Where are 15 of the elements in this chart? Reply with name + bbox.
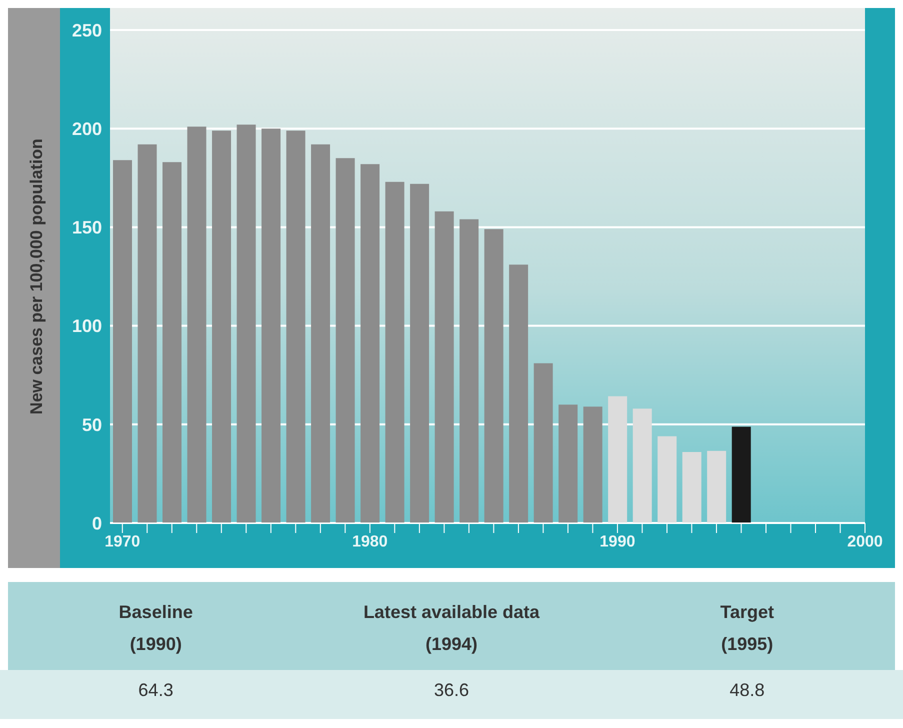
y-tick-label: 0: [92, 513, 102, 534]
y-tick-label: 150: [72, 218, 102, 238]
y-tick-label: 100: [72, 316, 102, 336]
x-tick-label: 1980: [352, 533, 388, 550]
x-tick-label: 2000: [847, 533, 883, 550]
y-tick-label: 250: [72, 20, 102, 40]
y-tick-label: 200: [72, 118, 102, 139]
x-tick-label: 1990: [600, 533, 636, 550]
text: Latest available data (1994): [362, 601, 541, 656]
y-tick-label: 50: [82, 414, 102, 435]
text: 36.6: [281, 670, 622, 719]
text: Baseline (1990): [118, 601, 194, 656]
text: Target (1995): [719, 601, 775, 656]
y-axis-title: New cases per 100,000 population: [27, 138, 46, 414]
x-tick-label: 1970: [104, 533, 140, 550]
